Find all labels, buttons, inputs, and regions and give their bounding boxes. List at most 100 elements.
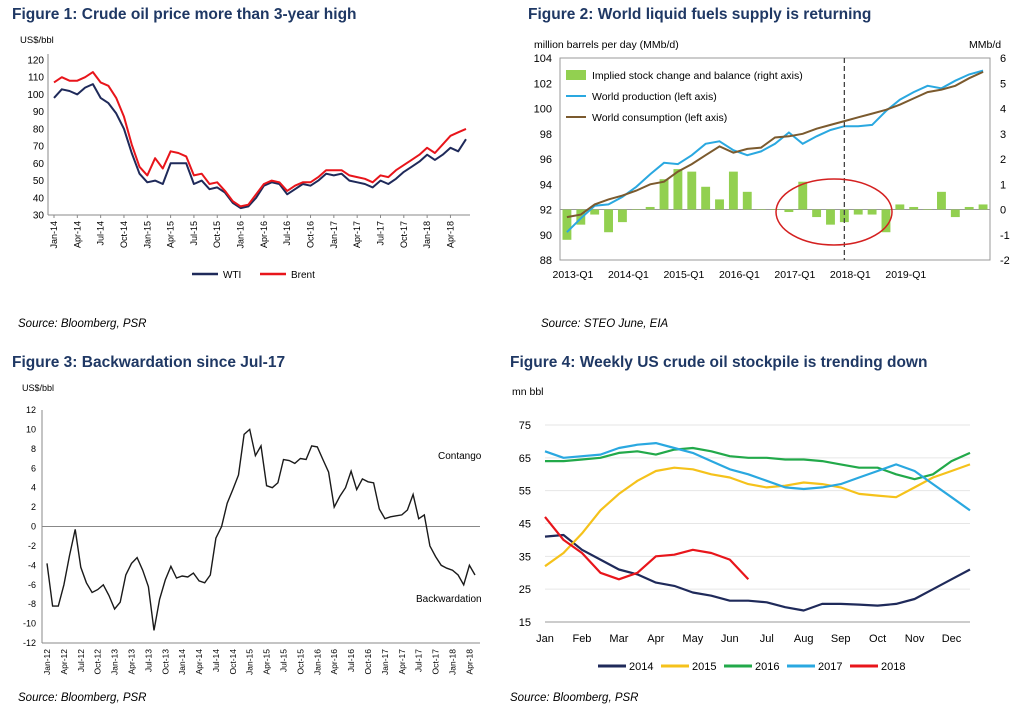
figure-3-title: Figure 3: Backwardation since Jul-17 — [12, 354, 286, 371]
x-tick-label: Jul-15 — [279, 649, 289, 672]
legend-label-consumption: World consumption (left axis) — [592, 112, 727, 124]
stock-change-bar — [770, 209, 780, 210]
stock-change-bar — [673, 169, 683, 210]
x-tick-label: Dec — [942, 633, 962, 645]
x-tick-label: Jul-15 — [189, 221, 199, 246]
figure-1-title: Figure 1: Crude oil price more than 3-ye… — [12, 6, 357, 23]
y-tick-label: -8 — [28, 599, 36, 609]
right-tick-label: 3 — [1000, 129, 1006, 141]
x-tick-label: Apr-14 — [72, 221, 82, 248]
left-tick-label: 90 — [540, 230, 552, 242]
y-tick-label: 50 — [33, 176, 45, 187]
figure-4-source: Source: Bloomberg, PSR — [510, 692, 639, 704]
legend-label-2016: 2016 — [755, 661, 779, 673]
y-tick-label: -6 — [28, 580, 36, 590]
stock-change-bar — [617, 209, 627, 223]
figure-4-chart: mn bbl 15 25 35 45 55 65 75 Jan Feb Mar Apr May Jun Ju… — [512, 386, 971, 673]
plot-frame — [559, 57, 991, 261]
y-axis-label: mn bbl — [512, 386, 544, 398]
x-tick-label: Oct — [869, 633, 886, 645]
x-tick-label: Jan-15 — [142, 221, 152, 249]
x-tick-label: Jan-16 — [312, 649, 322, 675]
series-line-2015 — [544, 463, 971, 568]
x-tick-label: Apr-17 — [397, 649, 407, 675]
x-tick-label: Oct-14 — [119, 221, 129, 248]
legend-label-stock-change: Implied stock change and balance (right … — [592, 70, 803, 82]
right-axis-label: MMb/d — [969, 39, 1001, 51]
legend-swatch-stock-change — [566, 70, 586, 80]
x-tick-label: Apr-17 — [352, 221, 362, 248]
x-tick-label: Oct-15 — [295, 649, 305, 675]
y-tick-label: 45 — [519, 519, 531, 531]
x-tick-label: Sep — [831, 633, 851, 645]
x-tick-label: Oct-17 — [399, 221, 409, 248]
stock-change-bar — [812, 209, 822, 218]
y-tick-label: 70 — [33, 142, 45, 153]
series-line-2017 — [544, 442, 971, 512]
y-tick-label: 2 — [31, 502, 36, 512]
stock-change-bar — [715, 199, 724, 210]
x-tick-label: Jun — [721, 633, 739, 645]
figure-1-source: Source: Bloomberg, PSR — [18, 318, 147, 330]
x-tick-label: Jan-14 — [49, 221, 59, 249]
stock-change-bar — [937, 191, 946, 210]
y-tick-label: 6 — [31, 463, 36, 473]
y-tick-label: -4 — [28, 560, 36, 570]
y-axis-label: US$/bbl — [20, 35, 54, 46]
x-tick-label: 2015-Q1 — [663, 269, 704, 281]
left-tick-label: 88 — [540, 255, 552, 267]
stock-change-bar — [853, 209, 863, 215]
stock-change-bar — [742, 191, 752, 210]
stock-change-bar — [867, 209, 877, 215]
x-tick-label: Apr-18 — [464, 649, 474, 675]
series-line-2016 — [545, 446, 971, 481]
y-tick-label: -12 — [23, 638, 36, 648]
right-tick-label: 0 — [1000, 205, 1006, 217]
y-tick-label: 110 — [28, 73, 44, 84]
x-tick-label: 2018-Q1 — [830, 269, 871, 281]
y-tick-label: 15 — [519, 617, 531, 629]
left-tick-label: 104 — [534, 53, 552, 65]
series-line-wti — [53, 83, 467, 210]
y-tick-label: 10 — [26, 424, 36, 434]
x-tick-label: 2014-Q1 — [608, 269, 649, 281]
series-line-2014 — [544, 533, 971, 612]
series-line-2018 — [544, 516, 750, 581]
x-tick-label: Apr-13 — [126, 649, 136, 675]
legend-label-wti: WTI — [223, 270, 241, 281]
stock-change-bar — [839, 209, 849, 223]
x-tick-label: Jan-16 — [236, 221, 246, 249]
left-axis-label: million barrels per day (MMb/d) — [534, 39, 679, 51]
stock-change-bar — [687, 171, 697, 210]
figure-4-title: Figure 4: Weekly US crude oil stockpile … — [510, 354, 928, 371]
x-tick-label: Oct-16 — [363, 649, 373, 675]
y-tick-label: 30 — [33, 211, 45, 222]
y-tick-label: -10 — [23, 619, 36, 629]
y-tick-label: -2 — [28, 541, 36, 551]
x-tick-label: Jan-18 — [422, 221, 432, 249]
x-tick-label: Apr-14 — [194, 649, 204, 675]
x-tick-label: Oct-12 — [93, 649, 103, 675]
y-tick-label: 80 — [33, 124, 45, 135]
right-tick-label: -1 — [1000, 230, 1010, 242]
stock-change-bar — [604, 209, 613, 233]
left-tick-label: 92 — [540, 205, 552, 217]
right-tick-label: 6 — [1000, 53, 1006, 65]
x-tick-label: Apr-16 — [259, 221, 269, 248]
x-tick-label: Jan-18 — [447, 649, 457, 675]
stock-change-bar — [909, 206, 919, 210]
stock-change-bar — [826, 209, 835, 225]
y-tick-label: 55 — [519, 486, 531, 498]
legend-label-2015: 2015 — [692, 661, 716, 673]
y-axis-label: US$/bbl — [22, 383, 54, 393]
highlight-ellipse — [775, 178, 893, 246]
figure-2-source: Source: STEO June, EIA — [541, 318, 669, 330]
stock-change-bar — [881, 209, 891, 233]
stock-change-bar — [923, 209, 933, 210]
y-tick-label: 25 — [519, 584, 531, 596]
x-tick-label: Oct-17 — [431, 649, 441, 675]
x-tick-label: 2016-Q1 — [719, 269, 760, 281]
y-tick-label: 40 — [33, 193, 45, 204]
stock-change-bar — [645, 206, 655, 210]
stock-change-bar — [701, 186, 711, 210]
